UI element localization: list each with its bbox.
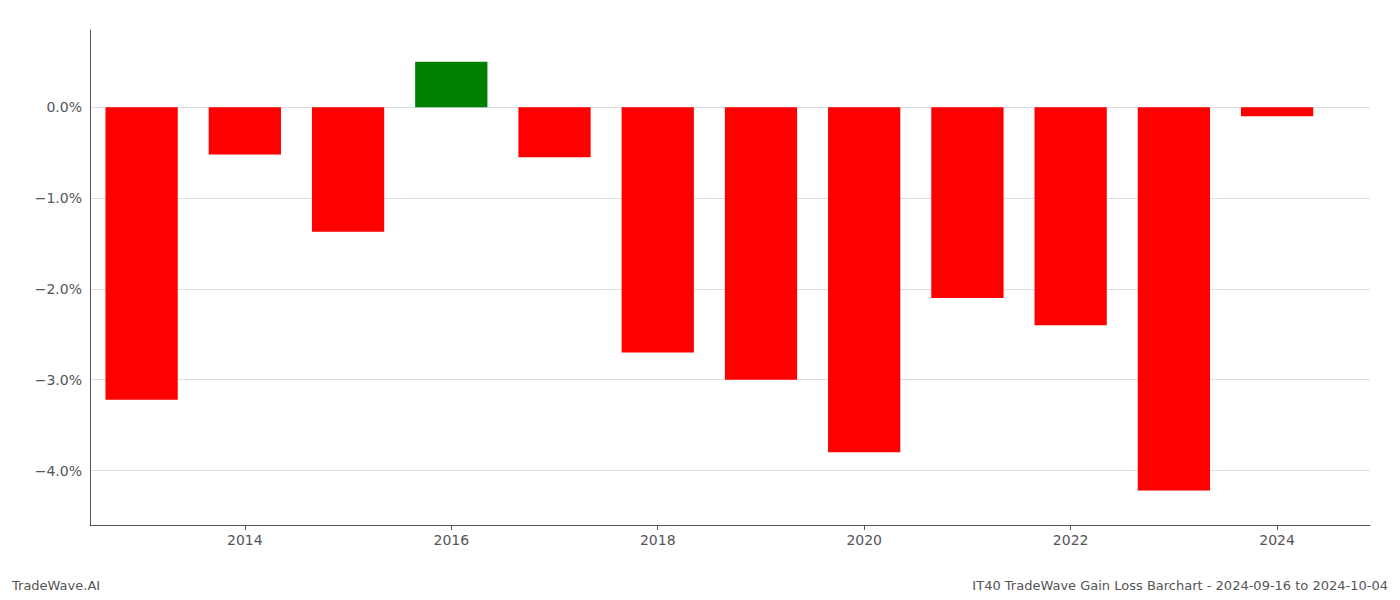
svg-text:−4.0%: −4.0% <box>35 463 82 479</box>
svg-text:−1.0%: −1.0% <box>35 190 82 206</box>
svg-text:2016: 2016 <box>433 532 469 548</box>
svg-text:2024: 2024 <box>1259 532 1295 548</box>
svg-text:−2.0%: −2.0% <box>35 281 82 297</box>
svg-text:0.0%: 0.0% <box>46 99 82 115</box>
svg-text:−3.0%: −3.0% <box>35 372 82 388</box>
svg-text:IT40 TradeWave Gain Loss Barch: IT40 TradeWave Gain Loss Barchart - 2024… <box>972 578 1388 593</box>
svg-text:2022: 2022 <box>1053 532 1089 548</box>
svg-text:2014: 2014 <box>227 532 263 548</box>
svg-text:2018: 2018 <box>640 532 676 548</box>
svg-text:TradeWave.AI: TradeWave.AI <box>11 578 100 593</box>
svg-text:2020: 2020 <box>846 532 882 548</box>
